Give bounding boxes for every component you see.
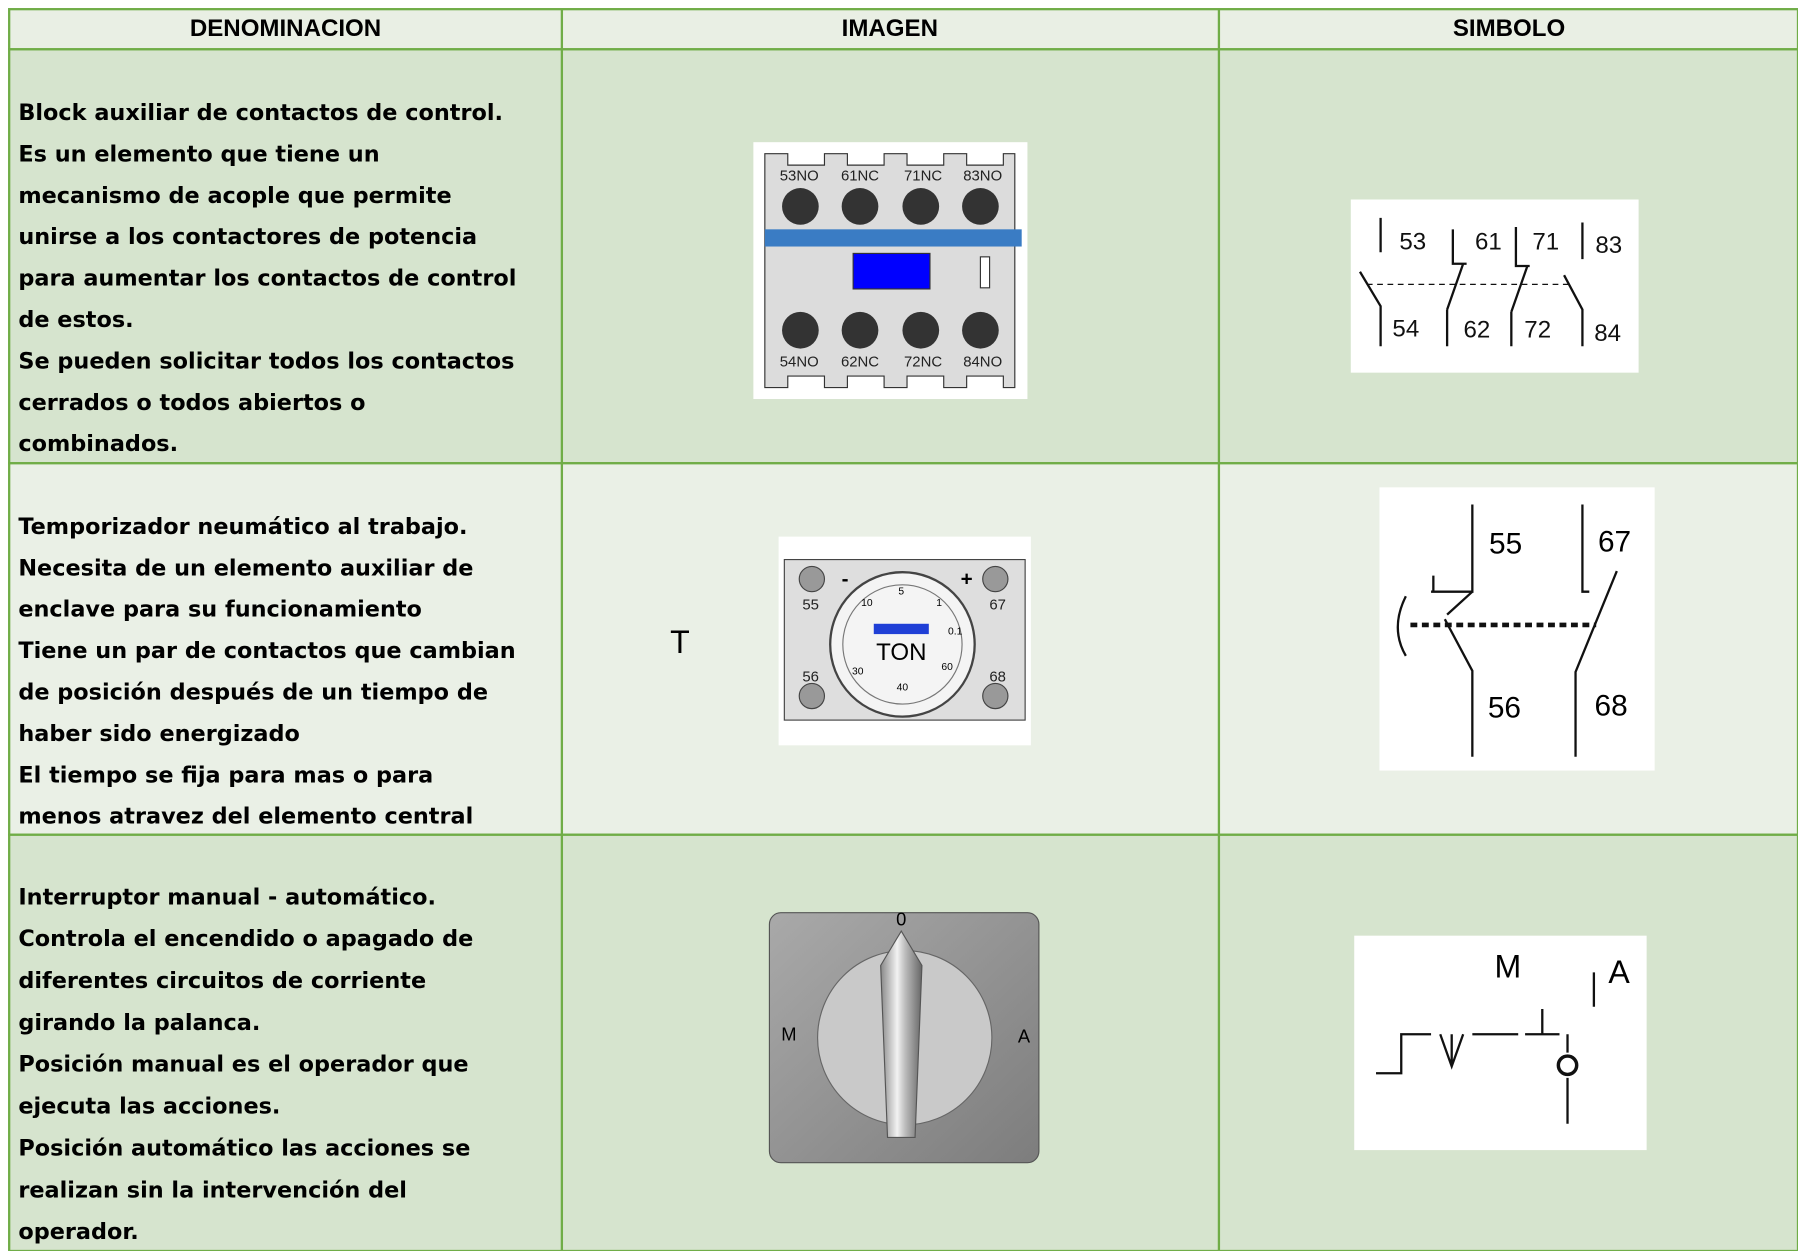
image-label: + (961, 568, 973, 591)
description-line: mecanismo de acople que permite (18, 183, 451, 209)
description-line: diferentes circuitos de corriente (18, 968, 426, 994)
dial-label: 5 (898, 586, 904, 597)
description-line: de posición después de un tiempo de (18, 680, 488, 706)
symbol-label: 53 (1399, 228, 1426, 255)
symbol-label: A (1608, 954, 1630, 990)
dial-label: 40 (897, 683, 909, 694)
image-label: 67 (989, 597, 1006, 613)
image-label: 62NC (841, 354, 879, 370)
image-label: 71NC (904, 169, 942, 185)
image-label: 53NO (780, 169, 819, 185)
description-line: para aumentar los contactos de control (18, 266, 516, 292)
symbol-label: 84 (1594, 320, 1621, 347)
description-line: Es un elemento que tiene un (18, 141, 379, 167)
description-line: haber sido energizado (18, 721, 300, 747)
symbol-label: 68 (1595, 689, 1628, 722)
image-label: TON (876, 639, 926, 666)
timer-symbol: 55 67 56 68 (1379, 487, 1655, 771)
description-line: realizan sin la intervención del (18, 1177, 407, 1203)
symbol-label: 54 (1392, 316, 1419, 343)
dial-label: 1 (936, 598, 942, 609)
image-label: A (1018, 1026, 1031, 1047)
contact-block-symbol: 53 61 71 83 54 62 72 84 (1350, 199, 1639, 373)
symbol-label: 61 (1475, 228, 1502, 255)
header: SIMBOLO (1453, 15, 1565, 42)
image-label: 72NC (904, 354, 942, 370)
description-line: El tiempo se fija para mas o para (18, 762, 433, 788)
description-line: Interruptor manual - automático. (18, 884, 436, 910)
image-caption: T (670, 624, 690, 660)
description-line: girando la palanca. (18, 1010, 260, 1036)
description-line: unirse a los contactores de potencia (18, 224, 477, 250)
description-line: Controla el encendido o apagado de (18, 926, 473, 952)
timer-image: 55 67 56 68 - + TON 5 10 1 0.1 30 40 60 (778, 536, 1031, 746)
description-line: operador. (18, 1219, 138, 1245)
description-line: enclave para su funcionamiento (18, 597, 422, 623)
image-label: 54NO (780, 354, 819, 370)
image-label: 61NC (841, 169, 879, 185)
image-label: 0 (896, 909, 906, 930)
description-line: menos atravez del elemento central (18, 804, 473, 830)
image-label: 83NO (963, 169, 1002, 185)
description-line: de estos. (18, 307, 133, 333)
symbol-label: 72 (1524, 317, 1551, 344)
selector-image: 0 M A (768, 909, 1040, 1164)
symbol-label: 67 (1598, 525, 1631, 558)
contact-block-image: 53NO 61NC 71NC 83NO 54NO 62NC 72NC 84NO (753, 142, 1028, 400)
header: IMAGEN (842, 15, 938, 42)
description-line: Posición automático las acciones se (18, 1135, 470, 1161)
header: DENOMINACION (190, 15, 381, 42)
dial-label: 30 (852, 667, 864, 678)
description-line: ejecuta las acciones. (18, 1094, 280, 1120)
dial-label: 60 (941, 662, 953, 673)
image-label: M (781, 1023, 796, 1044)
symbol-label: M (1495, 948, 1522, 984)
image-label: 68 (989, 670, 1006, 686)
header-row (8, 8, 1798, 51)
symbol-label: 71 (1532, 228, 1559, 255)
image-label: 84NO (963, 354, 1002, 370)
symbol-label: 83 (1595, 232, 1622, 259)
image-label: - (842, 568, 849, 591)
dial-label: 0.1 (948, 627, 963, 638)
dial-label: 10 (861, 598, 873, 609)
image-label: 55 (802, 597, 819, 613)
symbol-label: 56 (1488, 692, 1521, 725)
description-line: Se pueden solicitar todos los contactos (18, 348, 514, 374)
description-line: combinados. (18, 431, 178, 457)
symbol-label: 55 (1489, 528, 1522, 561)
selector-symbol: M A (1354, 935, 1647, 1151)
description-line: Tiene un par de contactos que cambian (18, 638, 515, 664)
symbol-label: 62 (1464, 317, 1491, 344)
description-line: cerrados o todos abiertos o (18, 390, 365, 416)
description-line: Posición manual es el operador que (18, 1052, 468, 1078)
description-line: Block auxiliar de contactos de control. (18, 100, 503, 126)
image-label: 56 (802, 670, 819, 686)
description-line: Temporizador neumático al trabajo. (18, 514, 467, 540)
description-line: Necesita de un elemento auxiliar de (18, 555, 473, 581)
